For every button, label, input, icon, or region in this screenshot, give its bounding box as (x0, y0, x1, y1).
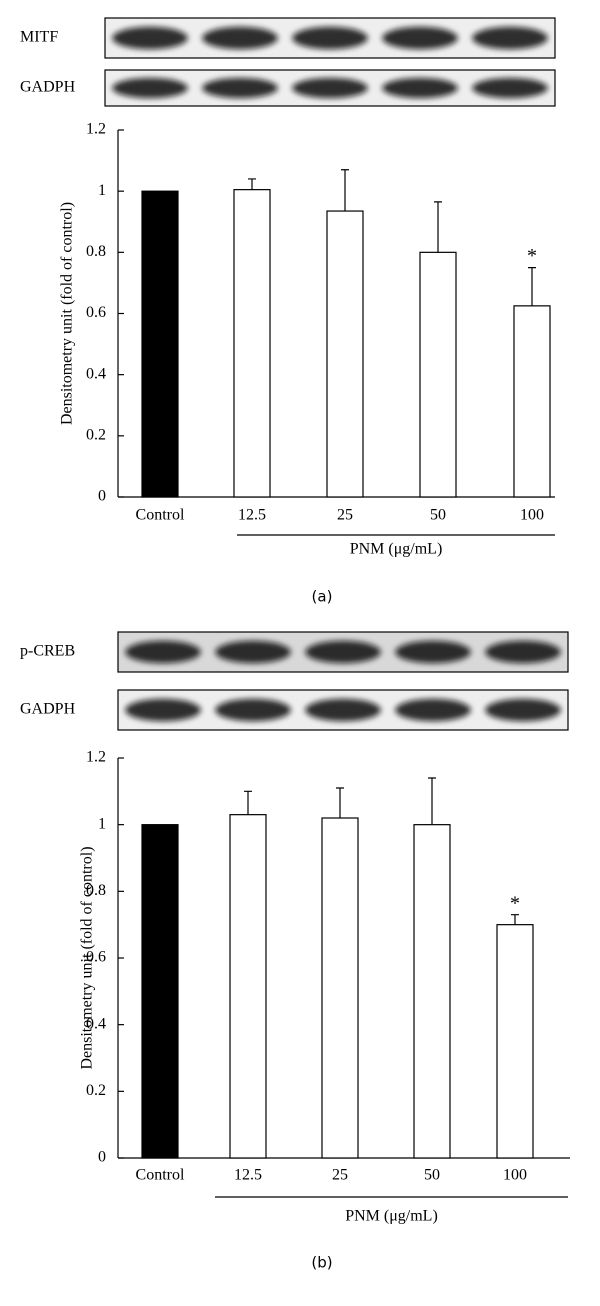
panel-label: (b) (311, 1254, 332, 1272)
y-tick-label: 0.4 (86, 365, 106, 382)
y-tick-label: 0.2 (86, 1082, 106, 1099)
y-tick-label: 1.2 (86, 749, 106, 766)
bar (496, 924, 534, 1159)
error-bar (528, 267, 536, 306)
blot-band (292, 26, 368, 50)
x-tick-label: 50 (424, 1167, 440, 1184)
error-bar (428, 777, 436, 825)
y-tick-label: 0.6 (86, 949, 106, 966)
blot-band (215, 640, 291, 664)
blot-band (305, 640, 381, 664)
y-tick-label: 0.2 (86, 427, 106, 444)
error-bar (341, 169, 349, 212)
y-tick-label: 0.8 (86, 882, 106, 899)
blot-label: GADPH (20, 79, 76, 96)
y-tick-label: 1 (98, 182, 106, 199)
y-tick-label: 1.2 (86, 121, 106, 138)
x-tick-label: 25 (337, 507, 353, 524)
blot-band (112, 26, 188, 50)
blot-band (485, 640, 561, 664)
error-bar (434, 201, 442, 253)
bar (229, 814, 267, 1159)
y-tick-label: 0 (98, 488, 106, 505)
blot-band (472, 77, 548, 99)
bar (141, 190, 179, 498)
x-tick-label: Control (136, 1167, 185, 1184)
blot-band (112, 77, 188, 99)
bar (513, 305, 551, 498)
blot-label: MITF (20, 29, 58, 46)
x-tick-label: 100 (503, 1167, 527, 1184)
error-bar (244, 790, 252, 815)
blot-band (215, 698, 291, 722)
y-tick-label: 0.6 (86, 304, 106, 321)
x-tick-label: 50 (430, 507, 446, 524)
blot-band (395, 698, 471, 722)
panel-label: (a) (312, 588, 333, 606)
blot-band (202, 26, 278, 50)
bar (233, 189, 271, 498)
x-tick-label: 100 (520, 507, 544, 524)
x-axis-label: PNM (μg/mL) (350, 541, 443, 558)
blot-label: GADPH (20, 701, 76, 718)
error-bar (248, 178, 256, 190)
blot-band (305, 698, 381, 722)
y-tick-label: 0.4 (86, 1015, 106, 1032)
blot-band (382, 26, 458, 50)
bar (321, 817, 359, 1159)
y-tick-label: 1 (98, 815, 106, 832)
x-tick-label: Control (136, 507, 185, 524)
x-tick-label: 12.5 (238, 507, 266, 524)
bar (413, 824, 451, 1159)
blot-band (292, 77, 368, 99)
x-tick-label: 12.5 (234, 1167, 262, 1184)
blot-band (125, 640, 201, 664)
x-axis-label: PNM (μg/mL) (345, 1208, 438, 1225)
blot-band (125, 698, 201, 722)
blot-band (472, 26, 548, 50)
bar (141, 824, 179, 1159)
blot-band (202, 77, 278, 99)
error-bar (336, 787, 344, 818)
x-tick-label: 25 (332, 1167, 348, 1184)
blot-band (395, 640, 471, 664)
error-bar (511, 914, 519, 925)
y-tick-label: 0 (98, 1149, 106, 1166)
y-axis-label: Densitometry unit (fold of control) (59, 202, 76, 425)
blot-band (382, 77, 458, 99)
blot-label: p-CREB (20, 643, 75, 660)
bar (419, 251, 457, 498)
y-tick-label: 0.8 (86, 243, 106, 260)
significance-marker: * (510, 892, 520, 914)
y-axis-label: Densitometry unit (fold of control) (79, 846, 96, 1069)
bar (326, 210, 364, 498)
significance-marker: * (527, 245, 537, 267)
blot-band (485, 698, 561, 722)
